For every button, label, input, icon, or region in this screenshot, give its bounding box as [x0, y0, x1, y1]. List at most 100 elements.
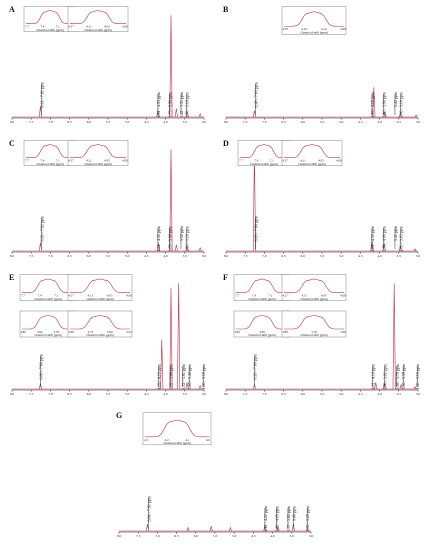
x-tick-label: 5.5	[320, 392, 325, 396]
inset-trace	[284, 315, 344, 330]
x-tick-label: 7.5	[29, 120, 34, 124]
inset-tick-label: 4.20	[282, 27, 288, 31]
inset-tick-label: 4.00	[126, 294, 132, 298]
inset-frame	[281, 140, 343, 166]
x-tick-label: 6.5	[281, 392, 286, 396]
inset-axis-label: Chemical shift (ppm)	[298, 162, 325, 166]
x-tick-label: 6.0	[301, 254, 306, 258]
panel-letter: F	[223, 273, 228, 282]
inset-tick-label: 7.7	[21, 294, 25, 298]
inset-tick-label: 3.82	[37, 330, 43, 334]
peak-range-label: 4.12 - 4.22 ppm	[263, 505, 268, 531]
x-tick-label: 7.0	[262, 392, 267, 396]
x-tick-label: 4.5	[144, 254, 149, 258]
x-tick-label: 3.5	[183, 392, 188, 396]
x-tick-label: 6.0	[194, 534, 199, 538]
x-tick-label: 7.5	[243, 120, 248, 124]
x-tick-label: 4.0	[377, 120, 382, 124]
inset-trace	[22, 315, 74, 330]
inset-frame	[142, 412, 212, 446]
inset-frame	[281, 6, 347, 35]
inset-axis-label: Chemical shift (ppm)	[250, 162, 277, 166]
spectrum-peak	[372, 87, 376, 118]
inset-trace	[236, 278, 288, 293]
x-tick-label: 5.0	[125, 392, 130, 396]
inset-axis-label: Chemical shift (ppm)	[300, 30, 327, 34]
panel-a: A 8.0 7.5 7.0 6.5 6.0 5.5 5.0 4.5 4.0 3.5 3.0 6.91 -…	[9, 5, 206, 124]
peak-range-label: 3.56 - 3.70 ppm	[395, 363, 400, 389]
inset-tick-label: 7.1	[56, 159, 60, 163]
x-tick-label: 3.5	[183, 254, 188, 258]
x-tick-label: 5.0	[232, 534, 237, 538]
peak-range-label: 3.86 - 3.92 ppm	[383, 363, 388, 389]
spectrum-peak	[186, 526, 190, 532]
x-tick-label: 4.5	[251, 534, 256, 538]
inset-tick-label: 7.4	[40, 159, 44, 163]
x-tick-label: 5.0	[339, 392, 344, 396]
inset-tick-label: 4.05	[104, 159, 110, 163]
peak-range-label: 6.95 - 7.60 ppm	[252, 353, 257, 379]
inset-tick-label: 7.7	[235, 294, 239, 298]
peak-range-label: 3.57 - 3.82 ppm	[286, 505, 291, 531]
x-tick-label: 7.5	[29, 392, 34, 396]
inset-axis-label: Chemical shift (ppm)	[84, 162, 111, 166]
spectrum-peak	[160, 339, 164, 390]
x-tick-label: 3.0	[202, 120, 207, 124]
inset-tick-label: 4.16	[302, 27, 308, 31]
inset-trace	[26, 144, 74, 159]
inset-frame	[67, 310, 133, 338]
inset-axis-label: Chemical shift (ppm)	[36, 28, 63, 32]
panel-letter: G	[116, 411, 122, 420]
inset-tick-label: 4.11	[86, 159, 92, 163]
x-tick-label: 6.5	[174, 534, 179, 538]
x-tick-label: 4.0	[163, 254, 168, 258]
peak-range-label: 3.82 - 3.90 ppm	[169, 363, 174, 389]
inset-axis-label: Chemical shift (ppm)	[84, 28, 111, 32]
inset-axis-label: Chemical shift (ppm)	[86, 333, 113, 337]
peak-range-label: 2.85 - 3.05 ppm	[399, 225, 404, 251]
x-tick-label: 4.5	[358, 392, 363, 396]
x-tick-label: 7.5	[243, 254, 248, 258]
spectrum-peak	[185, 111, 189, 118]
panel-g: G 8.0 7.5 7.0 6.5 6.0 5.5 5.0 4.5 4.0 3.5 3.0 6.84 -…	[116, 411, 313, 538]
inset-axis-label: Chemical shift (ppm)	[248, 333, 275, 337]
inset-trace	[70, 315, 130, 330]
inset-tick-label: 7.1	[56, 25, 60, 29]
inset-axis-label: Chemical shift (ppm)	[248, 297, 275, 301]
x-tick-label: 5.0	[339, 254, 344, 258]
panel-letter: C	[9, 139, 15, 148]
x-tick-label: 8.0	[224, 254, 229, 258]
inset-axis-label: Chemical shift (ppm)	[34, 333, 61, 337]
peak-range-label: 6.98 - 7.63 ppm	[253, 81, 258, 107]
inset-tick-label: 3.78	[54, 330, 60, 334]
inset-tick-label: 7.7	[239, 159, 243, 163]
x-tick-label: 6.5	[67, 392, 72, 396]
inset-tick-label: 4.11	[88, 294, 94, 298]
inset-tick-label: 4.17	[282, 159, 288, 163]
inset-tick-label: 3.75	[88, 330, 94, 334]
x-tick-label: 3.0	[416, 120, 421, 124]
x-tick-label: 7.5	[243, 392, 248, 396]
inset-tick-label: 4.17	[282, 294, 288, 298]
inset-trace	[70, 10, 126, 25]
x-tick-label: 3.0	[416, 392, 421, 396]
x-tick-label: 6.5	[67, 254, 72, 258]
spectrum-peak	[177, 283, 181, 390]
inset-tick-label: 7.7	[25, 25, 29, 29]
inset-tick-label: 7.4	[38, 294, 42, 298]
x-tick-label: 7.0	[262, 254, 267, 258]
inset-tick-label: 3.70	[311, 330, 317, 334]
peak-range-label: 3.41 ppm	[393, 225, 398, 241]
peak-range-label: 3.40 ppm	[292, 505, 297, 521]
x-tick-label: 5.5	[213, 534, 218, 538]
x-tick-label: 6.0	[87, 254, 92, 258]
spectrum-peak	[398, 112, 402, 118]
peak-range-label: 3.70 - 4.00 ppm	[381, 225, 386, 251]
peak-range-label: 3.75 - 3.90 ppm	[167, 91, 172, 117]
inset-tick-label: 3.90	[68, 330, 74, 334]
panel-letter: B	[223, 5, 229, 14]
inset-tick-label: 4.05	[321, 294, 327, 298]
x-tick-label: 5.5	[106, 120, 111, 124]
inset-tick-label: 4.17	[68, 25, 74, 29]
spectrum-peak	[413, 386, 417, 390]
